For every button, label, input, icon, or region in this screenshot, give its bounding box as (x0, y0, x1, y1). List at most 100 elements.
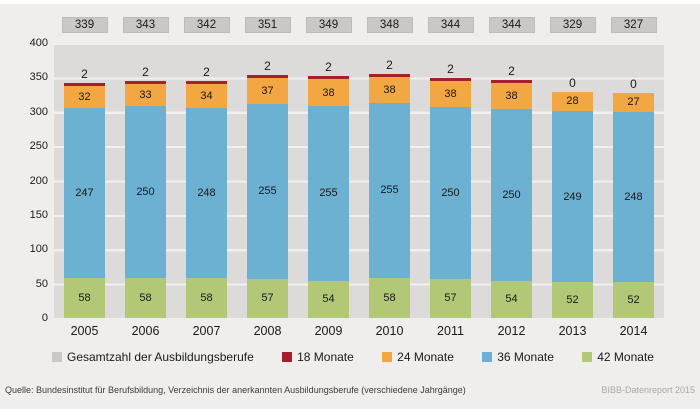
total-badge: 348 (366, 17, 413, 33)
year-label-2007: 2007 (192, 324, 221, 338)
bar-segment-24-monate: 38 (308, 79, 349, 106)
bar-segment-24-monate: 32 (64, 86, 105, 109)
bar-segment-18-monate (491, 79, 532, 83)
y-tick-label: 50 (35, 277, 48, 290)
bar-column-2010: 2 38 255 58 (359, 43, 420, 318)
bar-column-2007: 2 34 248 58 (176, 43, 237, 318)
bar-segment-42-monate: 57 (430, 278, 471, 318)
year-label-2013: 2013 (558, 324, 587, 338)
bar-segment-42-monate: 54 (308, 280, 349, 318)
bar-segment-36-monate: 247 (64, 108, 105, 279)
bar-column-2009: 2 38 255 54 (298, 43, 359, 318)
bar-column-2005: 2 32 247 58 (54, 43, 115, 318)
bar-segment-18-monate (64, 83, 105, 87)
bar-segment-18-monate (125, 80, 166, 84)
total-badge: 343 (122, 17, 169, 33)
bar-top-value-label: 0 (569, 75, 576, 90)
total-badge: 329 (549, 17, 596, 33)
bar-column-2012: 2 38 250 54 (481, 43, 542, 318)
bar-segment-24-monate: 28 (552, 91, 593, 112)
year-label-2005: 2005 (70, 324, 99, 338)
year-label-2014: 2014 (619, 324, 648, 338)
footer: Quelle: Bundesinstitut für Berufsbildung… (0, 385, 700, 395)
y-tick-label: 350 (29, 71, 48, 84)
bar-column-2014: 0 27 248 52 (603, 43, 664, 318)
legend-item: 18 Monate (282, 350, 354, 364)
total-slot: 344 (481, 17, 542, 33)
bar-column-2008: 2 37 255 57 (237, 43, 298, 318)
bar-segment-42-monate: 58 (125, 278, 166, 318)
bar-top-value-label: 2 (325, 60, 332, 75)
bar-top-value-label: 0 (630, 77, 637, 92)
year-label-2012: 2012 (497, 324, 526, 338)
bar-segment-36-monate: 249 (552, 111, 593, 283)
total-slot: 327 (603, 17, 664, 33)
legend-swatch-icon (582, 352, 593, 362)
total-badge: 344 (488, 17, 535, 33)
bars-row: 2 32 247 58 2 33 250 58 2 34 248 58 2 37 255 57 2 38 255 54… (54, 43, 664, 318)
bar-segment-36-monate: 248 (186, 107, 227, 279)
total-badge: 349 (305, 17, 352, 33)
year-label-2009: 2009 (314, 324, 343, 338)
y-tick-label: 200 (29, 174, 48, 187)
bar-segment-36-monate: 250 (125, 106, 166, 279)
bar-segment-42-monate: 58 (186, 278, 227, 318)
chart-canvas: 339 343 342 351 349 348 344 344 329 327 400 350 300… (0, 4, 700, 409)
bar-segment-42-monate: 52 (552, 282, 593, 318)
bar-column-2013: 0 28 249 52 (542, 43, 603, 318)
total-slot: 339 (54, 17, 115, 33)
year-label-2006: 2006 (131, 324, 160, 338)
bar-top-value-label: 2 (447, 61, 454, 76)
y-tick-label: 0 (41, 312, 48, 324)
bar-segment-18-monate (308, 76, 349, 80)
bar-segment-42-monate: 54 (491, 280, 532, 318)
y-tick-label: 250 (29, 140, 48, 153)
legend-label: 36 Monate (497, 350, 554, 364)
plot-area: 2 32 247 58 2 33 250 58 2 34 248 58 2 37 255 57 2 38 255 54… (54, 43, 664, 318)
bar-segment-36-monate: 248 (613, 111, 654, 283)
legend-label: Gesamtzahl der Ausbildungsberufe (67, 350, 254, 364)
legend-item: Gesamtzahl der Ausbildungsberufe (52, 350, 254, 364)
bar-column-2011: 2 38 250 57 (420, 43, 481, 318)
bar-segment-18-monate (247, 75, 288, 79)
legend-label: 24 Monate (397, 350, 454, 364)
bar-segment-24-monate: 38 (369, 76, 410, 103)
bar-segment-36-monate: 255 (308, 105, 349, 281)
bar-segment-42-monate: 52 (613, 282, 654, 318)
legend-swatch-icon (482, 352, 493, 362)
total-badge: 344 (427, 17, 474, 33)
total-slot: 349 (298, 17, 359, 33)
source-note: Quelle: Bundesinstitut für Berufsbildung… (5, 385, 466, 395)
total-slot: 344 (420, 17, 481, 33)
bar-top-value-label: 2 (81, 67, 88, 82)
legend-item: 24 Monate (382, 350, 454, 364)
year-label-2011: 2011 (437, 324, 464, 338)
bar-segment-36-monate: 250 (491, 109, 532, 281)
total-badge: 339 (61, 17, 108, 33)
totals-row: 339 343 342 351 349 348 344 344 329 327 (54, 17, 664, 33)
year-label-2010: 2010 (375, 324, 404, 338)
y-tick-label: 150 (29, 208, 48, 221)
total-slot: 351 (237, 17, 298, 33)
legend-swatch-icon (282, 352, 293, 362)
total-slot: 343 (115, 17, 176, 33)
bar-segment-24-monate: 33 (125, 83, 166, 107)
legend: Gesamtzahl der Ausbildungsberufe 18 Monat… (0, 348, 700, 366)
legend-item: 36 Monate (482, 350, 554, 364)
legend-swatch-icon (52, 352, 62, 362)
total-slot: 329 (542, 17, 603, 33)
bar-segment-42-monate: 57 (247, 278, 288, 318)
legend-label: 42 Monate (597, 350, 654, 364)
bar-segment-24-monate: 38 (430, 80, 471, 107)
bar-segment-24-monate: 34 (186, 84, 227, 108)
bar-top-value-label: 2 (142, 64, 149, 79)
total-slot: 348 (359, 17, 420, 33)
legend-item: 42 Monate (582, 350, 654, 364)
bar-segment-42-monate: 58 (64, 278, 105, 318)
total-badge: 327 (610, 17, 657, 33)
legend-label: 18 Monate (297, 350, 354, 364)
bar-segment-18-monate (430, 77, 471, 81)
total-badge: 342 (183, 17, 230, 33)
bar-segment-18-monate (369, 73, 410, 77)
